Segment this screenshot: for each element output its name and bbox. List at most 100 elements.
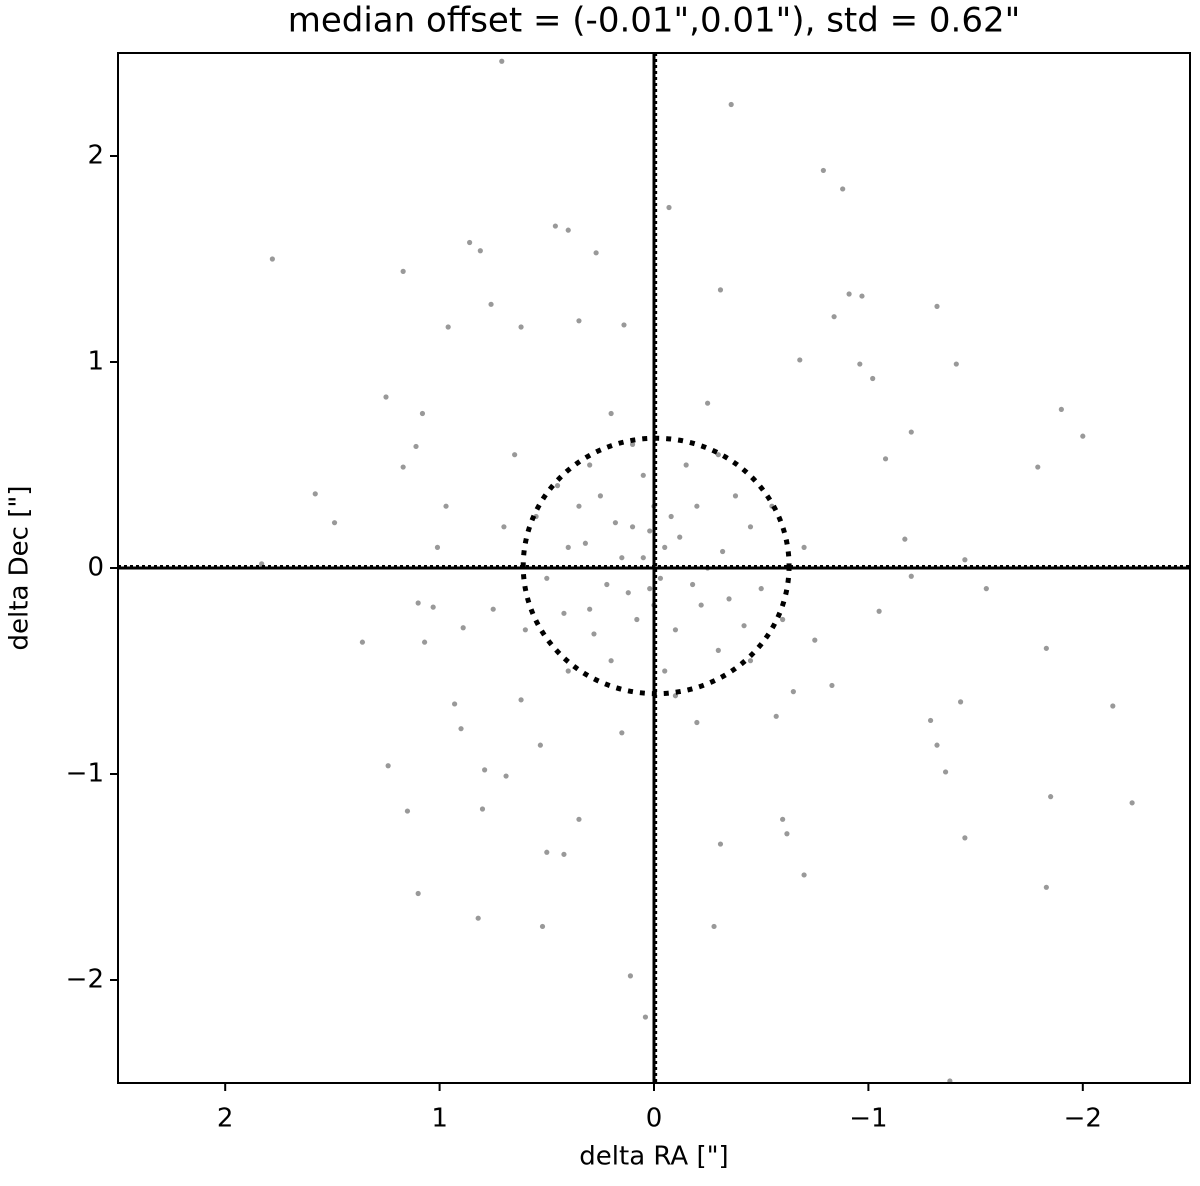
- point: [561, 851, 567, 857]
- point: [1043, 645, 1049, 651]
- point: [467, 239, 473, 246]
- point: [801, 544, 807, 551]
- point: [1110, 703, 1116, 709]
- point: [780, 816, 786, 822]
- x-tick-label: 2: [217, 1104, 234, 1134]
- point: [608, 410, 614, 417]
- point: [512, 452, 518, 458]
- point: [544, 849, 550, 855]
- point: [1129, 800, 1135, 806]
- point: [908, 429, 914, 435]
- point: [647, 586, 653, 592]
- point: [728, 101, 734, 108]
- point: [876, 608, 882, 614]
- point: [953, 361, 959, 367]
- point: [705, 400, 711, 406]
- point: [962, 557, 968, 563]
- point: [758, 586, 764, 592]
- point: [312, 491, 318, 497]
- point: [694, 503, 700, 509]
- point: [400, 268, 406, 274]
- point: [741, 623, 747, 629]
- point: [561, 610, 567, 616]
- point: [698, 602, 704, 608]
- point: [732, 493, 739, 499]
- point: [518, 324, 524, 330]
- y-tick-label: 1: [87, 347, 104, 377]
- point: [576, 503, 582, 509]
- point: [829, 682, 835, 689]
- point: [677, 534, 683, 540]
- point: [413, 443, 419, 450]
- point: [870, 375, 876, 382]
- point: [582, 540, 588, 546]
- point: [627, 973, 634, 979]
- y-axis-label: delta Dec ["]: [5, 486, 35, 651]
- point: [576, 816, 582, 822]
- point: [604, 581, 610, 588]
- point: [642, 1014, 649, 1020]
- x-axis-label: delta RA ["]: [579, 1142, 728, 1172]
- point: [773, 713, 779, 719]
- point: [552, 223, 558, 229]
- point: [662, 668, 668, 674]
- point: [962, 835, 968, 841]
- y-tick-label: 0: [87, 553, 104, 583]
- point: [576, 318, 582, 324]
- point: [747, 524, 754, 530]
- point: [715, 452, 721, 458]
- x-tick-label: 1: [431, 1104, 448, 1134]
- point: [983, 586, 989, 592]
- point: [445, 324, 451, 330]
- std-circle: [520, 435, 792, 697]
- point: [666, 204, 672, 211]
- point: [859, 293, 865, 299]
- point: [934, 303, 940, 309]
- point: [640, 555, 646, 561]
- point: [269, 256, 275, 262]
- point: [501, 524, 507, 530]
- point: [640, 472, 646, 478]
- point: [518, 697, 524, 703]
- point: [452, 701, 458, 707]
- point: [621, 322, 627, 328]
- point: [482, 767, 488, 773]
- point: [784, 831, 790, 837]
- point: [539, 923, 546, 930]
- point: [647, 528, 653, 534]
- point: [597, 493, 604, 499]
- point: [662, 544, 668, 551]
- y-tick-label: −2: [66, 965, 104, 995]
- point: [460, 625, 466, 631]
- point: [544, 575, 550, 581]
- point: [629, 524, 636, 530]
- point: [1035, 464, 1041, 470]
- point: [415, 600, 421, 606]
- point: [499, 58, 505, 64]
- point: [820, 167, 826, 174]
- point: [477, 248, 483, 254]
- point: [591, 631, 597, 637]
- point: [711, 923, 717, 930]
- point: [1080, 433, 1086, 439]
- point: [689, 581, 696, 588]
- point: [625, 590, 631, 596]
- point: [957, 699, 964, 705]
- point: [1043, 884, 1049, 890]
- point: [331, 520, 338, 526]
- point: [942, 769, 949, 775]
- point: [619, 730, 625, 736]
- point: [908, 573, 914, 579]
- point: [421, 639, 428, 645]
- point: [522, 627, 528, 633]
- point: [1058, 406, 1064, 412]
- point: [565, 544, 571, 551]
- point: [383, 394, 389, 400]
- point: [619, 555, 625, 561]
- point: [846, 291, 852, 297]
- point: [902, 536, 908, 542]
- point: [612, 520, 619, 526]
- point: [554, 483, 561, 489]
